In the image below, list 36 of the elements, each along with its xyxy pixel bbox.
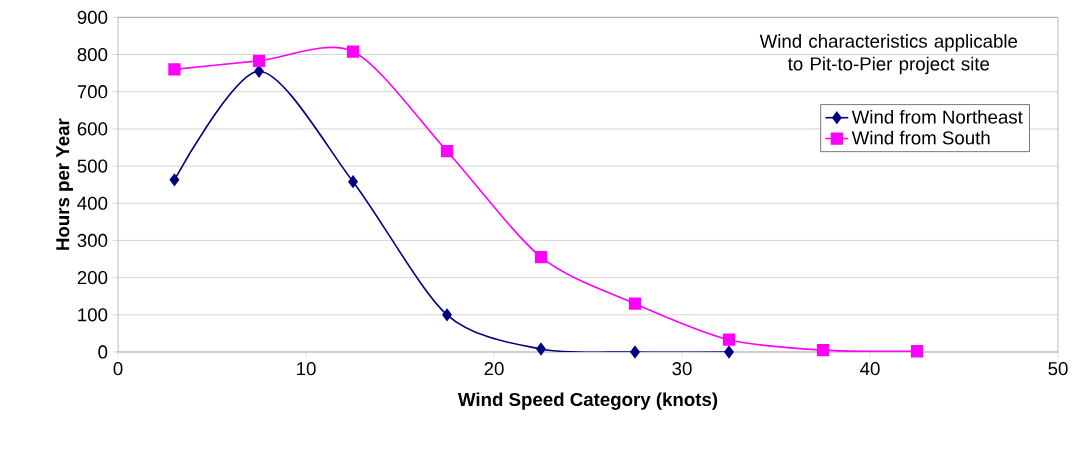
y-tick-label: 700 — [77, 85, 108, 99]
point — [442, 308, 452, 321]
point — [910, 345, 924, 358]
point — [440, 145, 454, 158]
point — [252, 54, 266, 67]
point — [630, 345, 640, 359]
y-axis-title: Hours per Year — [56, 118, 73, 250]
point — [722, 333, 736, 346]
x-tick-label: 20 — [484, 362, 504, 376]
y-tick-label: 400 — [77, 196, 108, 210]
point — [536, 342, 546, 356]
point — [816, 343, 830, 357]
point — [724, 345, 734, 359]
y-tick-label: 300 — [77, 233, 108, 248]
y-tick-label: 0 — [98, 345, 108, 359]
point — [346, 45, 360, 58]
legend-label: Wind from Northeast — [851, 109, 1023, 124]
x-tick-label: 30 — [672, 362, 692, 376]
point — [169, 173, 180, 186]
x-tick-label: 0 — [113, 362, 123, 376]
x-tick-label: 10 — [297, 362, 316, 376]
y-tick-label: 100 — [78, 308, 108, 322]
x-axis-title: Wind Speed Category (knots) — [457, 392, 718, 410]
y-tick-label: 500 — [77, 159, 108, 173]
legend-label: Wind from South — [851, 130, 990, 145]
y-tick-label: 800 — [77, 47, 108, 62]
y-tick-label: 600 — [77, 122, 108, 136]
point — [628, 297, 642, 310]
point — [348, 175, 358, 188]
point — [534, 251, 548, 264]
y-tick-label: 900 — [77, 10, 108, 24]
annotation: Wind characteristics applicable to Pit-to-Pier project site — [759, 34, 1018, 75]
point — [168, 63, 181, 76]
y-tick-label: 200 — [77, 271, 108, 285]
x-tick-label: 50 — [1048, 362, 1068, 376]
x-tick-label: 40 — [860, 362, 880, 376]
